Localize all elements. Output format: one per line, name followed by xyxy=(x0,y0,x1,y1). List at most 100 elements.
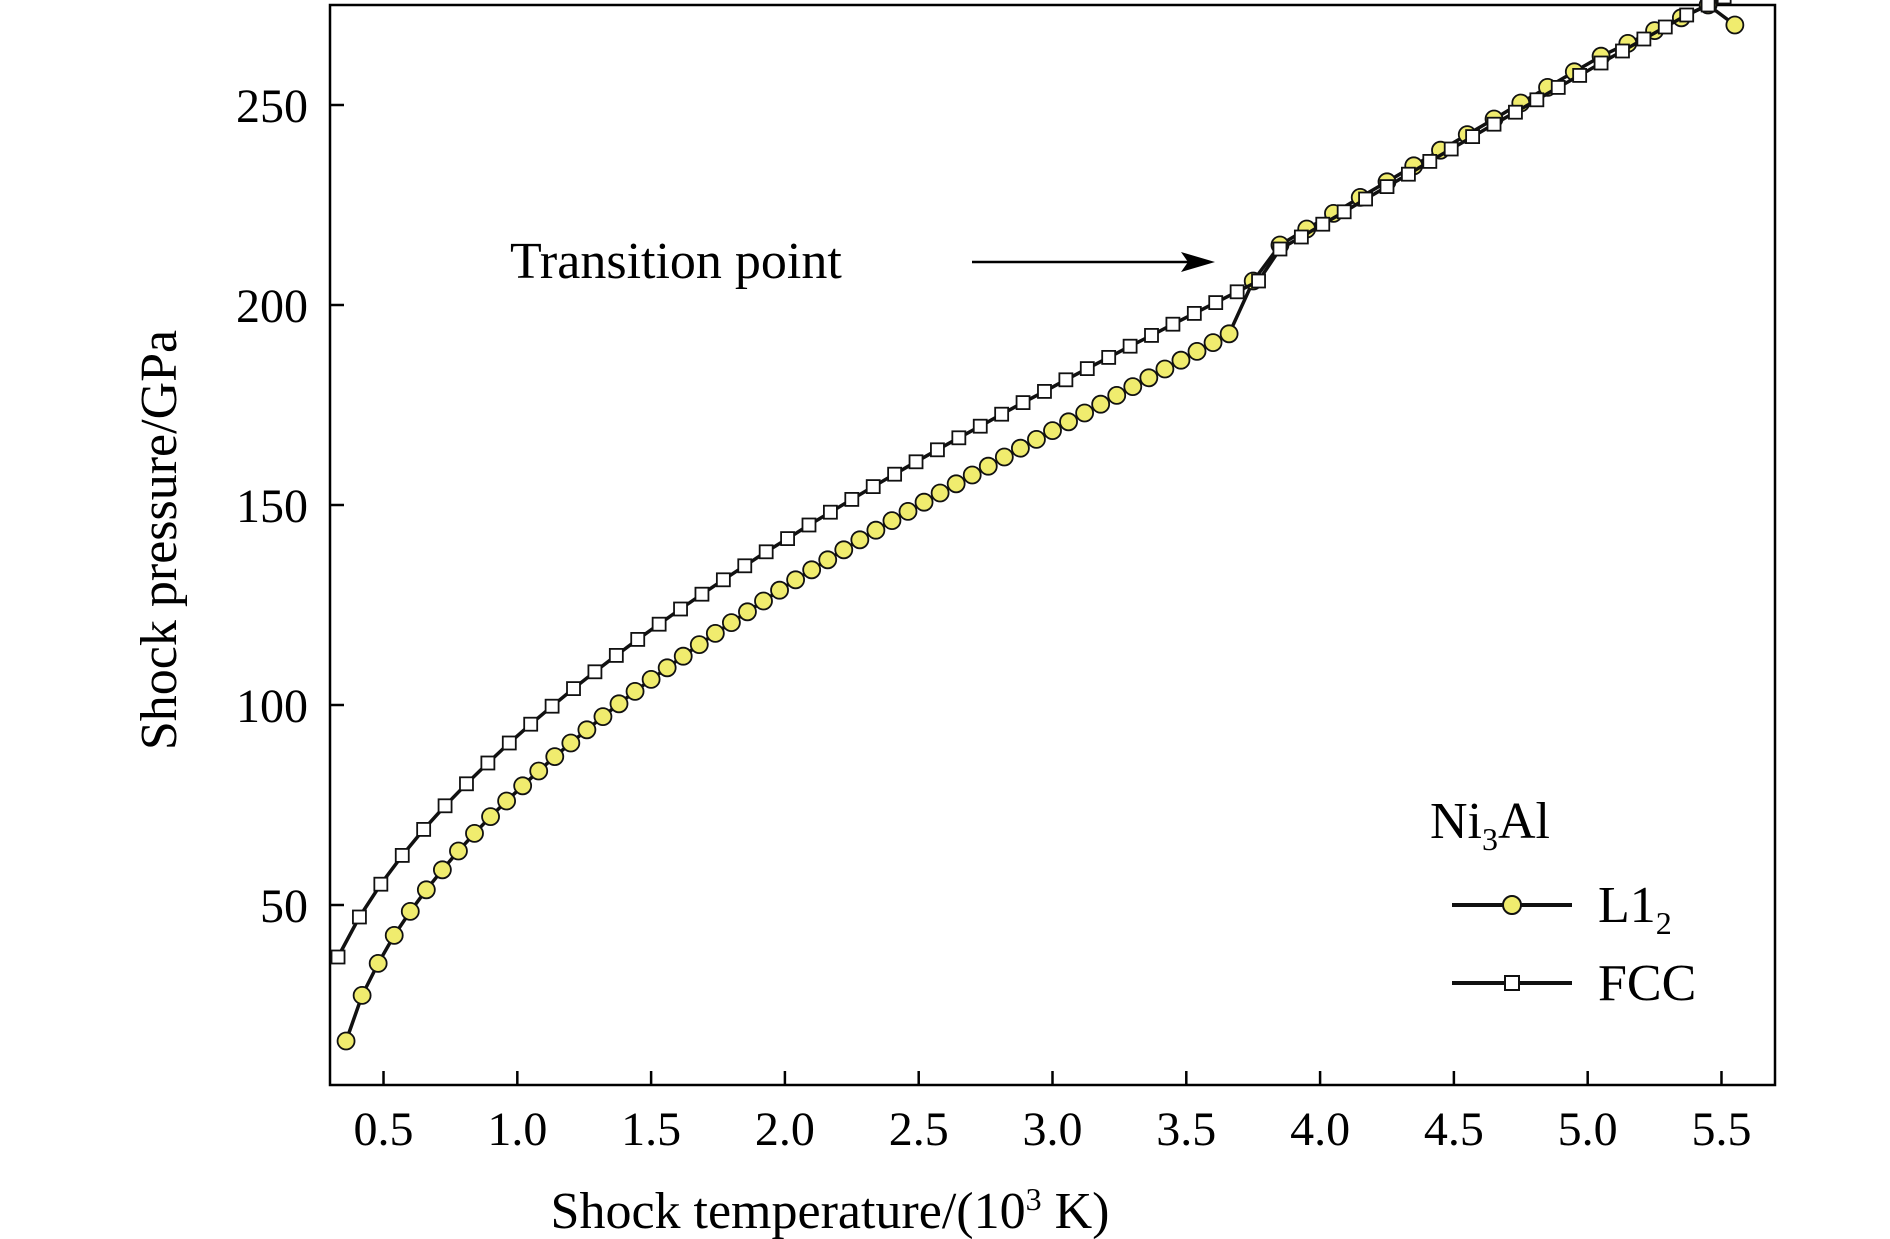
series-l1-point xyxy=(481,807,500,826)
series-l1-point xyxy=(352,986,372,1005)
series-l1-point xyxy=(384,926,404,945)
x-tick-label: 2.5 xyxy=(889,1103,949,1156)
legend-l12-label: L12 xyxy=(1598,877,1672,941)
series-l1-point xyxy=(1725,15,1745,35)
annotation-arrowhead xyxy=(1181,252,1215,272)
series-fcc-point xyxy=(566,681,581,696)
series-l1-point xyxy=(465,824,484,843)
series-l1-point xyxy=(368,954,388,973)
legend-title: Ni3Al xyxy=(1430,793,1550,857)
series-l1-point xyxy=(561,733,581,753)
series-fcc-point xyxy=(330,949,346,965)
series-fcc-point xyxy=(1208,295,1224,311)
series-fcc-point xyxy=(523,716,539,732)
series-fcc-point xyxy=(865,479,881,495)
series-fcc-point xyxy=(1422,153,1438,169)
series-fcc-point xyxy=(844,491,860,507)
series-fcc-point xyxy=(1122,338,1138,354)
series-l1-point xyxy=(994,447,1014,467)
series-fcc-point xyxy=(694,586,710,602)
series-l1-point xyxy=(786,570,806,590)
series-fcc-point xyxy=(1700,0,1716,13)
x-tick-label: 5.0 xyxy=(1558,1103,1618,1156)
series-fcc-point xyxy=(1550,80,1566,95)
x-axis-label-superscript: 3 xyxy=(1026,1181,1042,1217)
series-fcc-point xyxy=(1486,116,1502,132)
series-fcc-point xyxy=(394,848,410,863)
series-l1-point xyxy=(1171,350,1191,370)
series-fcc-point xyxy=(1572,68,1588,83)
series-fcc-point xyxy=(908,454,924,470)
y-axis-label: Shock pressure/GPa xyxy=(131,330,188,750)
series-l1-point xyxy=(497,791,517,811)
series-fcc-point xyxy=(1400,166,1416,182)
y-tick-label: 100 xyxy=(236,680,308,733)
y-tick-label: 150 xyxy=(236,480,308,533)
series-fcc-point xyxy=(801,517,817,533)
series-fcc-point xyxy=(1358,191,1373,207)
series-fcc-point xyxy=(673,601,688,617)
series-l1-point xyxy=(1187,341,1207,361)
series-fcc-point xyxy=(459,776,474,792)
y-tick-label: 200 xyxy=(236,280,308,333)
series-fcc-point xyxy=(416,822,432,837)
series-fcc-point xyxy=(1251,273,1266,289)
series-fcc-point xyxy=(1037,383,1052,399)
series-fcc-point xyxy=(501,735,517,751)
series-fcc-point xyxy=(587,664,603,680)
transition-annotation: Transition point xyxy=(510,233,1215,290)
series-l1-point xyxy=(689,635,709,654)
series-l1-point xyxy=(946,474,966,494)
series-fcc-point xyxy=(544,698,560,714)
x-tick-label: 0.5 xyxy=(354,1103,414,1156)
series-l1-point xyxy=(962,465,982,485)
annotation-text: Transition point xyxy=(510,233,842,290)
series-l1 xyxy=(336,0,1745,1051)
series-l1-point xyxy=(1203,333,1223,353)
series-l1-point xyxy=(416,880,436,900)
series-l1-point xyxy=(529,761,549,781)
series-fcc-point xyxy=(480,755,496,771)
series-fcc-point xyxy=(1293,229,1309,245)
legend: Ni3Al L12 FCC xyxy=(1430,793,1696,1012)
series-fcc-point xyxy=(1058,372,1074,388)
series-l1-point xyxy=(609,694,629,714)
series-fcc-point xyxy=(1657,19,1673,35)
series-fcc-point xyxy=(951,430,967,446)
series-fcc-point xyxy=(1465,129,1481,145)
series-fcc-point xyxy=(994,406,1010,422)
series-fcc-point xyxy=(1229,284,1245,300)
series-fcc-point xyxy=(1272,241,1288,257)
y-tick-label: 50 xyxy=(260,880,308,933)
series-fcc-point xyxy=(608,648,624,663)
y-axis-ticks: 50 100 150 200 250 xyxy=(236,80,344,933)
legend-l12-marker xyxy=(1502,895,1522,915)
series-l1-point xyxy=(834,540,854,560)
series-l1-point xyxy=(770,580,789,600)
series-fcc-point xyxy=(887,466,903,482)
legend-fcc-marker xyxy=(1504,975,1520,991)
legend-fcc-label: FCC xyxy=(1598,955,1696,1012)
series-fcc-point xyxy=(737,558,753,574)
series-fcc-point xyxy=(1336,204,1352,220)
x-tick-label: 3.5 xyxy=(1156,1103,1216,1156)
series-fcc-point xyxy=(373,876,389,892)
series-l1-point xyxy=(1027,429,1046,449)
series-l1-point xyxy=(882,511,902,530)
series-l1-point xyxy=(1123,377,1143,397)
series-fcc-point xyxy=(1144,327,1159,343)
x-tick-label: 4.5 xyxy=(1424,1103,1484,1156)
series-l1-point xyxy=(705,624,725,643)
x-tick-label: 1.5 xyxy=(621,1103,681,1156)
series-l1-point xyxy=(802,560,822,580)
x-tick-label: 4.0 xyxy=(1290,1103,1350,1156)
series-fcc-point xyxy=(1508,104,1523,120)
series-l1-point xyxy=(1139,368,1159,388)
series-fcc xyxy=(330,0,1732,965)
series-fcc-point xyxy=(1101,349,1117,365)
series-l1-point xyxy=(545,747,565,766)
series-l1-point xyxy=(593,707,613,726)
y-tick-label: 250 xyxy=(236,80,308,133)
series-fcc-point xyxy=(1186,305,1202,321)
